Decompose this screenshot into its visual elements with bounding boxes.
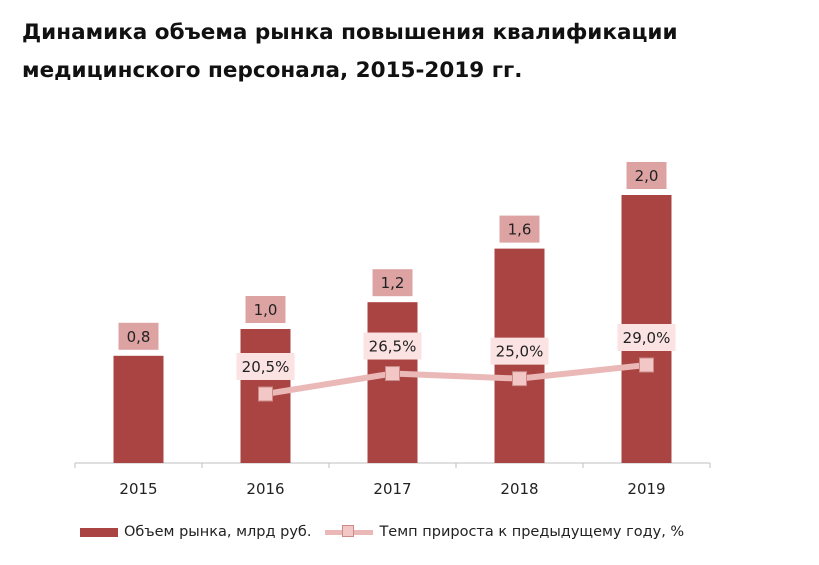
- x-tick-label: 2016: [246, 480, 284, 498]
- x-tick-label: 2019: [627, 480, 665, 498]
- x-tick-label: 2015: [119, 480, 157, 498]
- bar-value-label: 1,6: [508, 221, 532, 239]
- line-value-label: 25,0%: [496, 343, 544, 361]
- bar-value-label: 1,2: [381, 274, 405, 292]
- chart-title: Динамика объема рынка повышения квалифик…: [22, 14, 802, 90]
- bar-value-label: 1,0: [254, 301, 278, 319]
- legend-item-line: Темп прироста к предыдущему году, %: [325, 524, 684, 540]
- line-value-label: 20,5%: [242, 358, 290, 376]
- line-marker-2019: [639, 357, 654, 373]
- bar-label-bg: [626, 162, 667, 189]
- bar-label-bg: [499, 215, 540, 243]
- x-tick-label: 2017: [373, 480, 411, 498]
- bar-label-bg: [118, 322, 159, 350]
- line-label-bg: [363, 332, 422, 360]
- legend-line-swatch: [325, 524, 374, 540]
- line-marker-2017: [385, 366, 400, 382]
- chart-title-line-1: Динамика объема рынка повышения квалифик…: [22, 20, 678, 45]
- line-label-bg: [617, 324, 676, 351]
- growth-rate-line: [265, 362, 647, 397]
- legend-bar-label: Объем рынка, млрд руб.: [124, 524, 312, 540]
- legend-item-bar: Объем рынка, млрд руб.: [80, 524, 311, 540]
- line-marker-2018: [512, 371, 527, 387]
- bar-2015: [113, 355, 164, 463]
- combo-chart: 0,8 1,0 1,2 1,6 2,0 2015 2016 2017 2018 2019 20,5%…: [74, 162, 711, 498]
- line-label-bg: [490, 337, 549, 365]
- bar-label-bg: [245, 296, 286, 323]
- bar-2017: [367, 302, 418, 463]
- x-tick-label: 2018: [500, 480, 538, 498]
- bar-value-label: 2,0: [635, 167, 659, 185]
- bar-label-bg: [372, 269, 413, 297]
- legend-bar-swatch: [80, 527, 118, 537]
- chart-title-line-2: медицинского персонала, 2015-2019 гг.: [22, 58, 523, 83]
- line-label-bg: [236, 353, 295, 380]
- line-marker-2016: [258, 386, 273, 402]
- chart-legend: Объем рынка, млрд руб. Темп прироста к п…: [80, 520, 698, 544]
- line-value-label: 29,0%: [623, 329, 671, 347]
- legend-line-label: Темп прироста к предыдущему году, %: [379, 524, 685, 540]
- bar-value-label: 0,8: [127, 328, 151, 346]
- line-value-label: 26,5%: [369, 338, 417, 356]
